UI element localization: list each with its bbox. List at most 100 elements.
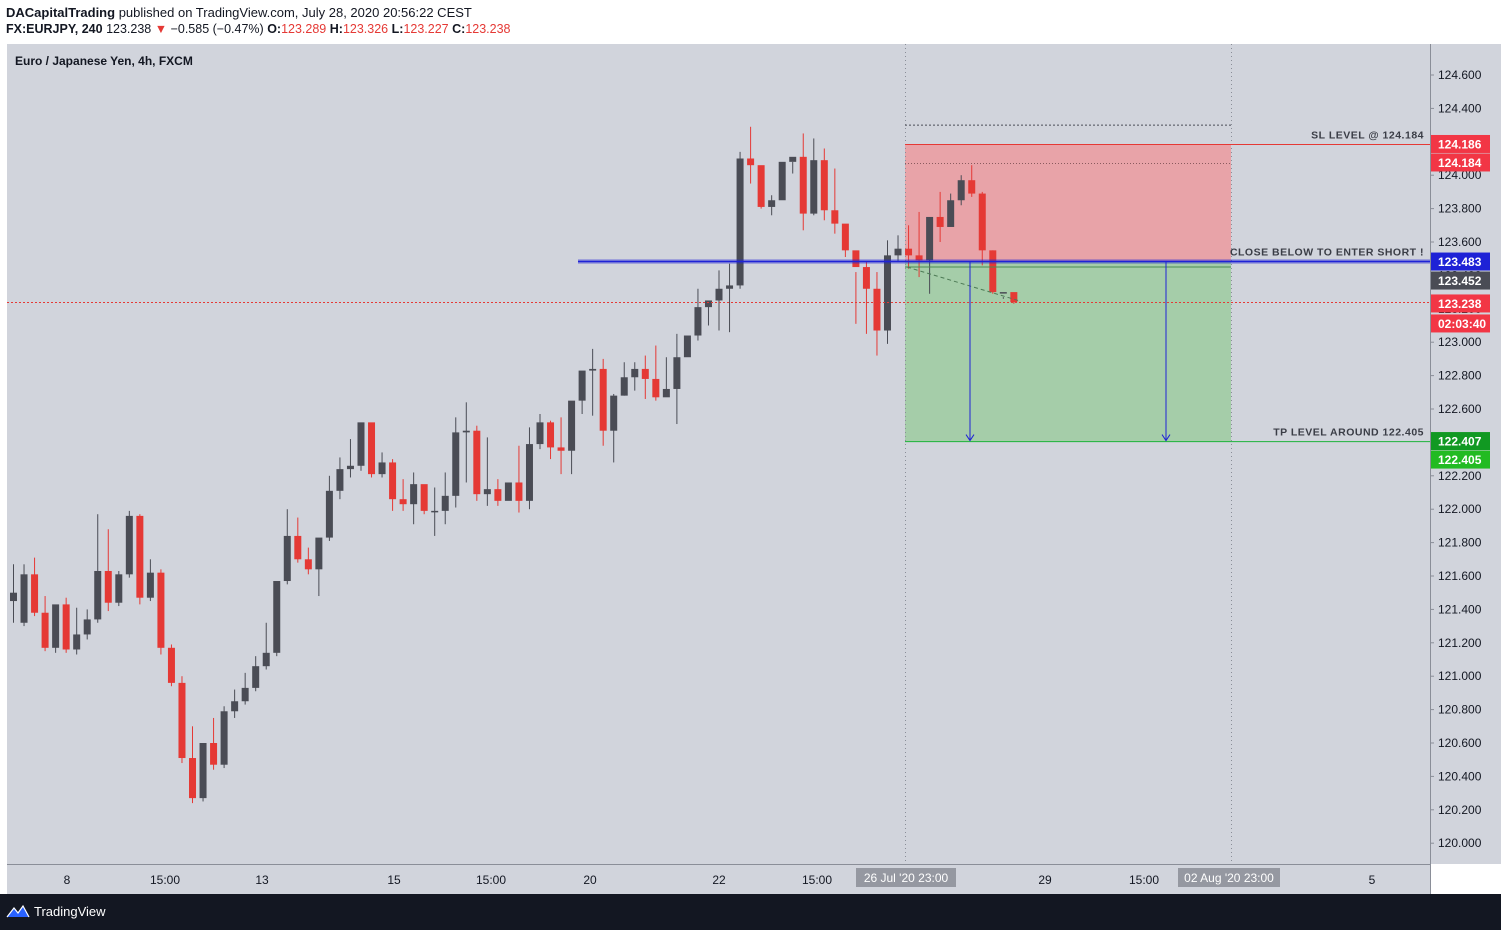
candle-body	[157, 572, 165, 648]
y-tick-label: 121.000	[1438, 669, 1482, 683]
tp-price-tag-box	[1431, 432, 1490, 451]
candle	[547, 420, 555, 460]
y-tick-label: 123.600	[1438, 235, 1482, 249]
candle-body	[936, 216, 944, 227]
last-price-tag-box	[1431, 294, 1490, 313]
publish-info: DACapitalTrading published on TradingVie…	[6, 5, 472, 20]
candle-body	[715, 288, 723, 301]
tradingview-logo-icon[interactable]	[6, 903, 30, 921]
symbol-label[interactable]: FX:EURJPY, 240	[6, 22, 103, 36]
last-price-tag: 123.238	[1438, 297, 1482, 311]
candle	[999, 292, 1007, 299]
x-tick-label: 5	[1369, 873, 1376, 887]
candle	[220, 706, 228, 769]
footer-bar: TradingView	[0, 894, 1501, 930]
candle	[262, 622, 270, 670]
candle-body	[947, 200, 955, 227]
candle-body	[978, 193, 986, 251]
tradingview-brand[interactable]: TradingView	[34, 904, 106, 919]
candle	[694, 288, 702, 341]
low-value: 123.227	[403, 22, 449, 36]
candle	[399, 479, 407, 511]
tp-level-tag: 122.405	[1438, 453, 1482, 467]
y-tick-label: 121.200	[1438, 636, 1482, 650]
candle	[357, 422, 365, 471]
candle	[452, 417, 460, 508]
candle-body	[831, 210, 839, 224]
candle-body	[368, 422, 376, 475]
candle-body	[189, 758, 197, 799]
candle	[978, 191, 986, 266]
candle	[504, 482, 512, 501]
candle-body	[536, 422, 544, 445]
candle-body	[473, 430, 481, 495]
low-label: L:	[391, 22, 404, 36]
candle	[673, 333, 681, 425]
candle-body	[241, 687, 249, 702]
candle-body	[694, 307, 702, 336]
y-tick-label: 124.600	[1438, 68, 1482, 82]
candle-body	[325, 490, 333, 538]
candle	[473, 425, 481, 501]
tp-level-label[interactable]: TP LEVEL AROUND 122.405	[1273, 427, 1424, 439]
x-tick-label: 13	[255, 873, 269, 887]
candle	[52, 604, 60, 653]
sl-level-tag-box	[1431, 153, 1490, 172]
candle-body	[136, 515, 144, 598]
candle	[199, 743, 207, 802]
candle	[146, 559, 154, 602]
candle-body	[989, 250, 997, 293]
candle	[252, 656, 260, 692]
price-chart[interactable]: Euro / Japanese Yen, 4h, FXCM SL LEVEL @…	[0, 44, 1501, 894]
candle-body	[462, 430, 470, 433]
candle-body	[999, 292, 1007, 294]
candle-body	[231, 701, 239, 712]
candle	[704, 300, 712, 326]
candle	[831, 168, 839, 234]
candle-body	[652, 378, 660, 398]
sl-level-label[interactable]: SL LEVEL @ 124.184	[1311, 129, 1424, 141]
candle-body	[905, 248, 913, 256]
candle-body	[862, 267, 870, 289]
date-marker-label: 26 Jul '20 23:00	[864, 871, 949, 885]
candle-body	[83, 619, 91, 635]
candle	[883, 240, 891, 344]
candle	[83, 609, 91, 640]
candle	[957, 175, 965, 206]
quote-line: FX:EURJPY, 240 123.238 ▼ −0.585 (−0.47%)…	[6, 22, 511, 36]
candle-body	[146, 572, 154, 598]
y-tick-label: 124.000	[1438, 168, 1482, 182]
candle-body	[31, 574, 39, 613]
candle	[378, 452, 386, 478]
candle-body	[504, 482, 512, 501]
take-profit-zone[interactable]	[905, 261, 1231, 442]
candle	[136, 514, 144, 605]
candle-body	[968, 180, 976, 194]
candle	[568, 400, 576, 475]
candle-body	[641, 368, 649, 379]
date-marker-box	[856, 868, 956, 887]
candle	[41, 596, 49, 652]
candle	[515, 445, 523, 513]
candle-body	[578, 370, 586, 401]
candle	[273, 581, 281, 657]
candle-body	[631, 368, 639, 378]
candle	[747, 126, 755, 184]
candle	[736, 151, 744, 289]
candle	[652, 345, 660, 401]
author-name[interactable]: DACapitalTrading	[6, 5, 116, 20]
countdown-tag: 02:03:40	[1438, 317, 1486, 331]
x-tick-label: 15:00	[476, 873, 506, 887]
candle	[462, 402, 470, 483]
open-label: O:	[267, 22, 282, 36]
candle-body	[483, 489, 491, 495]
candle-body	[73, 634, 81, 650]
candle-body	[346, 465, 354, 470]
y-tick-label: 120.400	[1438, 769, 1482, 783]
entry-level-label[interactable]: CLOSE BELOW TO ENTER SHORT !	[1230, 247, 1424, 259]
candle-body	[94, 570, 102, 620]
chart-frame[interactable]: Euro / Japanese Yen, 4h, FXCM SL LEVEL @…	[0, 44, 1501, 894]
candle	[662, 357, 670, 398]
candle	[989, 250, 997, 294]
candle-body	[841, 223, 849, 251]
